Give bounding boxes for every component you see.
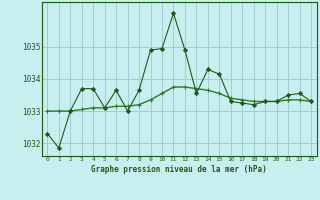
X-axis label: Graphe pression niveau de la mer (hPa): Graphe pression niveau de la mer (hPa) [91, 165, 267, 174]
